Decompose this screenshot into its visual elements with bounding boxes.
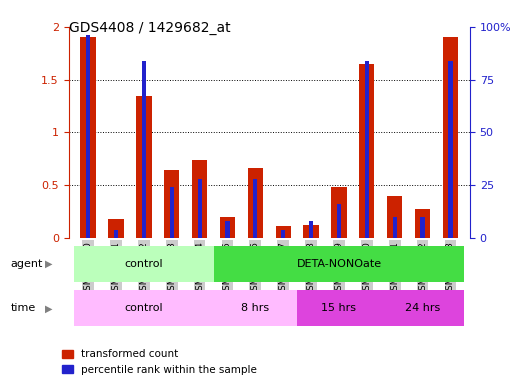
Bar [114, 230, 118, 238]
Bar [337, 204, 341, 238]
Bar [169, 187, 174, 238]
FancyBboxPatch shape [213, 290, 297, 326]
Bar [387, 196, 402, 238]
Bar [248, 168, 263, 238]
Text: 24 hrs: 24 hrs [405, 303, 440, 313]
Bar [225, 221, 230, 238]
Bar [415, 209, 430, 238]
Text: control: control [125, 259, 163, 269]
FancyBboxPatch shape [213, 246, 464, 282]
Bar [220, 217, 235, 238]
Bar [331, 187, 346, 238]
Text: 15 hrs: 15 hrs [322, 303, 356, 313]
Text: DETA-NONOate: DETA-NONOate [296, 259, 382, 269]
Bar [164, 170, 180, 238]
Bar [420, 217, 425, 238]
Text: ▶: ▶ [45, 303, 52, 313]
Text: GDS4408 / 1429682_at: GDS4408 / 1429682_at [69, 21, 230, 35]
Bar [393, 217, 397, 238]
Bar [136, 96, 152, 238]
Bar [197, 179, 202, 238]
Bar [309, 221, 313, 238]
Bar [142, 61, 146, 238]
Bar [359, 64, 374, 238]
Text: agent: agent [11, 259, 43, 269]
Bar [304, 225, 319, 238]
Bar [365, 61, 369, 238]
Text: control: control [125, 303, 163, 313]
Bar [108, 219, 124, 238]
Bar [443, 38, 458, 238]
FancyBboxPatch shape [381, 290, 464, 326]
Bar [86, 35, 90, 238]
Bar [281, 230, 285, 238]
FancyBboxPatch shape [74, 290, 213, 326]
Text: 8 hrs: 8 hrs [241, 303, 269, 313]
Bar [80, 38, 96, 238]
Bar [253, 179, 258, 238]
FancyBboxPatch shape [297, 290, 381, 326]
Text: time: time [11, 303, 36, 313]
Bar [192, 160, 208, 238]
Bar [276, 227, 291, 238]
Legend: transformed count, percentile rank within the sample: transformed count, percentile rank withi… [58, 345, 261, 379]
FancyBboxPatch shape [74, 246, 213, 282]
Text: ▶: ▶ [45, 259, 52, 269]
Bar [448, 61, 452, 238]
